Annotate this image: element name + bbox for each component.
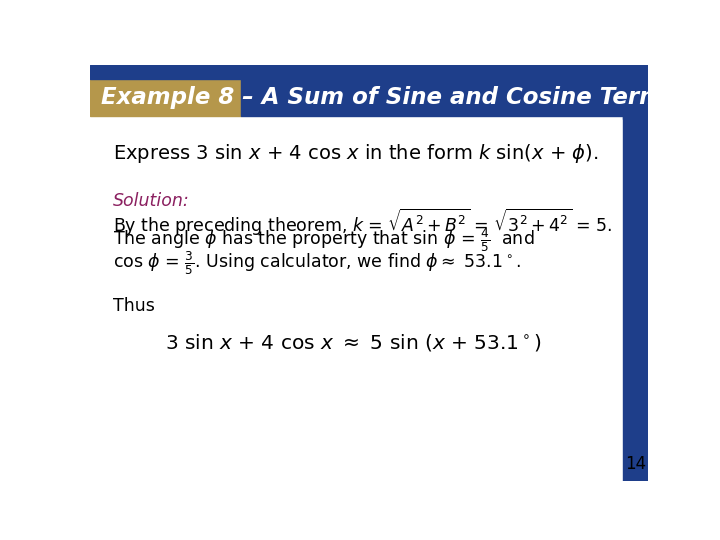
Text: Example 8 – A Sum of Sine and Cosine Terms: Example 8 – A Sum of Sine and Cosine Ter… [101,86,677,109]
Bar [624,65,648,119]
Text: Thus: Thus [113,298,155,315]
Bar [90,65,648,79]
Text: Express 3 sin $x$ + 4 cos $x$ in the form $k$ sin($x$ + $\phi$).: Express 3 sin $x$ + 4 cos $x$ in the for… [113,142,598,165]
Text: By the preceding theorem, $k$ = $\sqrt{A^2 + B^2}$ = $\sqrt{3^2 + 4^2}$ = 5.: By the preceding theorem, $k$ = $\sqrt{A… [113,207,613,238]
Text: cos $\phi$ = $\frac{3}{5}$. Using calculator, we find $\phi\approx$ 53.1$^\circ$: cos $\phi$ = $\frac{3}{5}$. Using calcul… [113,249,521,277]
Bar [241,79,624,116]
Text: The angle $\phi$ has the property that sin $\phi$ = $\frac{4}{5}$  and: The angle $\phi$ has the property that s… [113,226,535,254]
Text: 3 sin $x$ + 4 cos $x$ $\approx$ 5 sin ($x$ + 53.1$^\circ$): 3 sin $x$ + 4 cos $x$ $\approx$ 5 sin ($… [165,332,542,353]
Bar [90,79,241,116]
Bar [624,65,648,481]
Text: Solution:: Solution: [113,192,190,210]
Text: 14: 14 [625,455,646,473]
